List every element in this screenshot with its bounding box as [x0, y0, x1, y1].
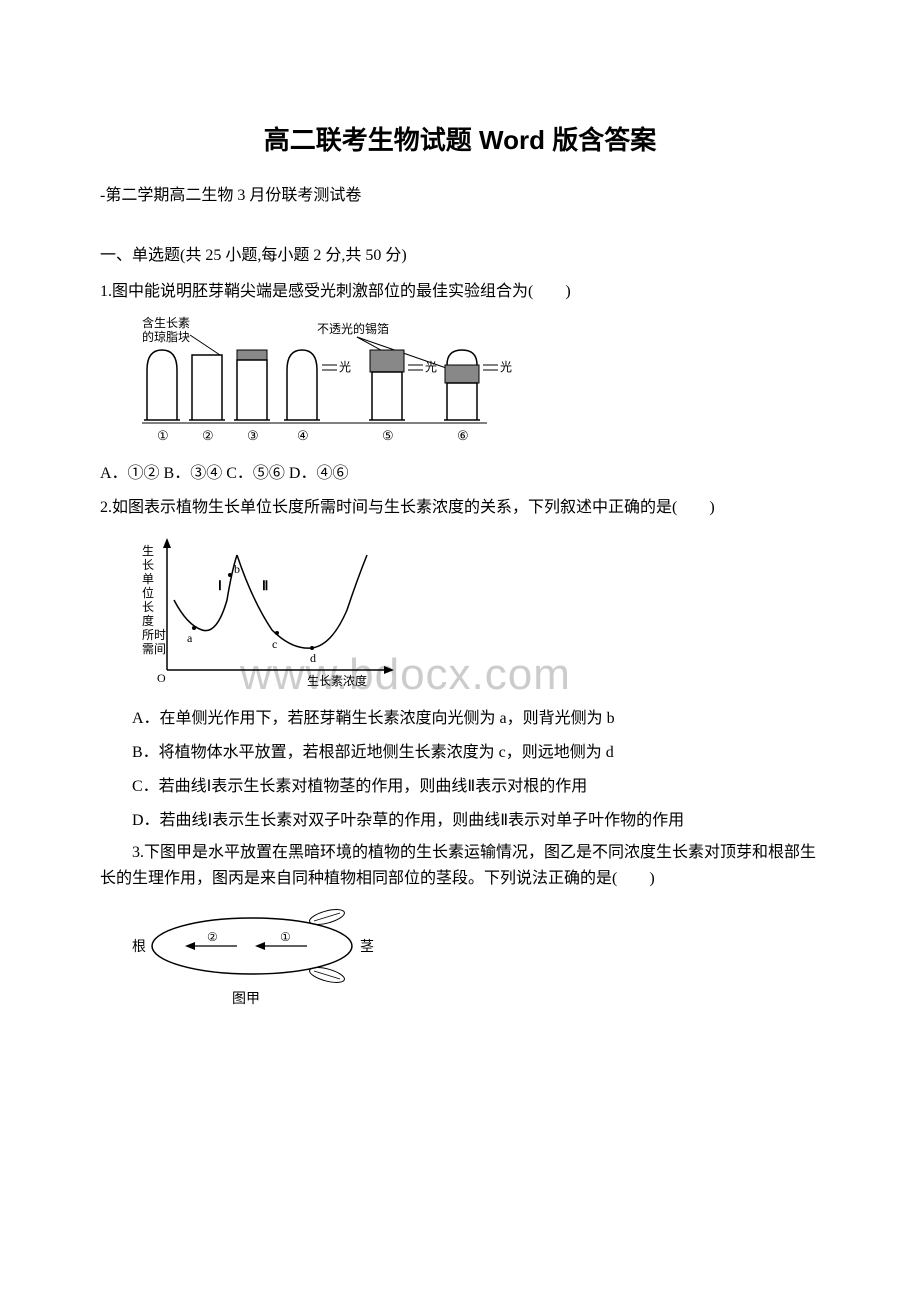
- subtitle: -第二学期高二生物 3 月份联考测试卷: [100, 181, 820, 205]
- svg-text:O: O: [157, 671, 166, 685]
- svg-text:长: 长: [142, 558, 154, 572]
- svg-text:③: ③: [247, 428, 259, 443]
- section-header: 一、单选题(共 25 小题,每小题 2 分,共 50 分): [100, 241, 820, 265]
- svg-text:Ⅰ: Ⅰ: [218, 578, 222, 593]
- svg-text:生: 生: [142, 544, 154, 558]
- svg-text:所: 所: [142, 628, 154, 642]
- svg-text:①: ①: [157, 428, 169, 443]
- svg-text:的琼脂块: 的琼脂块: [142, 329, 190, 344]
- document-content: 高二联考生物试题 Word 版含答案 -第二学期高二生物 3 月份联考测试卷 一…: [100, 120, 820, 1011]
- q3-figure: 根 茎 ① ② 图甲: [132, 901, 820, 1011]
- svg-text:不透光的锡箔: 不透光的锡箔: [317, 321, 389, 336]
- svg-text:茎: 茎: [360, 939, 374, 955]
- q2-text: 2.如图表示植物生长单位长度所需时间与生长素浓度的关系，下列叙述中正确的是( ): [100, 495, 820, 521]
- q2-opt-c: C．若曲线Ⅰ表示生长素对植物茎的作用，则曲线Ⅱ表示对根的作用: [100, 772, 820, 796]
- svg-text:a: a: [187, 631, 193, 645]
- svg-text:c: c: [272, 637, 277, 651]
- svg-text:Ⅱ: Ⅱ: [262, 578, 268, 593]
- svg-text:图甲: 图甲: [232, 992, 260, 1007]
- q1-options: A．①② B．③④ C．⑤⑥ D．④⑥: [100, 459, 820, 483]
- q2-opt-a: A．在单侧光作用下，若胚芽鞘生长素浓度向光侧为 a，则背光侧为 b: [100, 704, 820, 728]
- svg-text:b: b: [234, 562, 240, 576]
- page-title: 高二联考生物试题 Word 版含答案: [100, 120, 820, 157]
- q2-opt-d: D．若曲线Ⅰ表示生长素对双子叶杂草的作用，则曲线Ⅱ表示对单子叶作物的作用: [100, 806, 820, 830]
- svg-text:⑥: ⑥: [457, 428, 469, 443]
- svg-text:④: ④: [297, 428, 309, 443]
- q1-figure: 含生长素 的琼脂块 不透光的锡箔 光: [132, 315, 820, 445]
- svg-text:生长素浓度: 生长素浓度: [307, 673, 367, 688]
- svg-text:②: ②: [207, 930, 218, 944]
- svg-text:单: 单: [142, 572, 154, 586]
- svg-text:间: 间: [154, 642, 166, 656]
- q2-figure: 生 长 单 位 长 度 所 需 时 间 O 生长素浓度 a b Ⅰ c d: [132, 530, 820, 690]
- svg-text:时: 时: [154, 628, 166, 642]
- q3-text: 3.下图甲是水平放置在黑暗环境的植物的生长素运输情况，图乙是不同浓度生长素对顶芽…: [100, 840, 820, 891]
- svg-text:位: 位: [142, 585, 154, 600]
- svg-text:②: ②: [202, 428, 214, 443]
- svg-text:光: 光: [500, 360, 512, 374]
- svg-text:光: 光: [339, 360, 351, 374]
- svg-text:度: 度: [142, 613, 154, 628]
- svg-text:长: 长: [142, 600, 154, 614]
- svg-text:d: d: [310, 651, 316, 665]
- svg-text:含生长素: 含生长素: [142, 315, 190, 330]
- q1-text: 1.图中能说明胚芽鞘尖端是感受光刺激部位的最佳实验组合为( ): [100, 279, 820, 305]
- svg-text:⑤: ⑤: [382, 428, 394, 443]
- svg-text:根: 根: [132, 939, 146, 955]
- q2-opt-b: B．将植物体水平放置，若根部近地侧生长素浓度为 c，则远地侧为 d: [100, 738, 820, 762]
- svg-text:光: 光: [425, 360, 437, 374]
- svg-text:需: 需: [142, 642, 154, 656]
- svg-text:①: ①: [280, 930, 291, 944]
